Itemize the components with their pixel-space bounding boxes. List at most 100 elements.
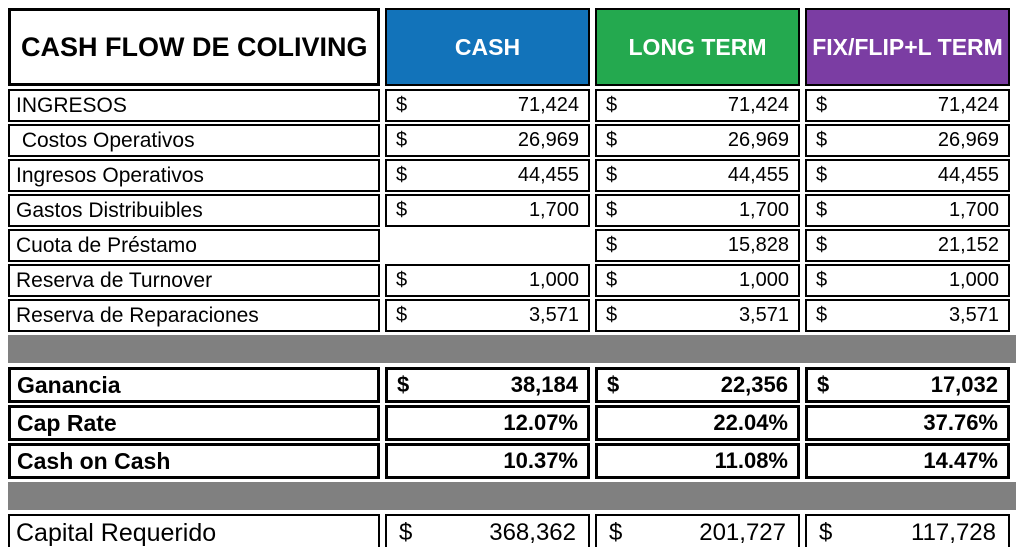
table-row: Ganancia $38,184 $22,356 $17,032 bbox=[8, 367, 1016, 403]
value-cell-empty bbox=[385, 229, 590, 262]
currency-symbol: $ bbox=[396, 164, 408, 186]
currency-symbol: $ bbox=[606, 129, 618, 151]
value-cell: 12.07% bbox=[385, 405, 590, 441]
cell-value: 26,969 bbox=[727, 129, 789, 151]
cell-value: 44,455 bbox=[727, 164, 789, 186]
cell-value: 201,727 bbox=[699, 519, 786, 546]
cell-value: 26,969 bbox=[937, 129, 999, 151]
table-row: INGRESOS $71,424 $71,424 $71,424 bbox=[8, 89, 1016, 122]
row-label: INGRESOS bbox=[8, 89, 380, 122]
value-cell: $44,455 bbox=[595, 159, 800, 192]
value-cell: $368,362 bbox=[385, 514, 590, 547]
currency-symbol: $ bbox=[816, 269, 828, 291]
cell-value: 1,700 bbox=[948, 199, 999, 221]
row-label: Ganancia bbox=[8, 367, 380, 403]
currency-symbol: $ bbox=[396, 304, 408, 326]
cell-value: 15,828 bbox=[727, 234, 789, 256]
value-cell: $1,000 bbox=[805, 264, 1010, 297]
row-label: Reserva de Reparaciones bbox=[8, 299, 380, 332]
currency-symbol: $ bbox=[816, 234, 828, 256]
cell-value: 37.76% bbox=[923, 410, 998, 435]
table-row: Costos Operativos $26,969 $26,969 $26,96… bbox=[8, 124, 1016, 157]
row-label: Ingresos Operativos bbox=[8, 159, 380, 192]
value-cell: $1,000 bbox=[385, 264, 590, 297]
cell-value: 3,571 bbox=[738, 304, 789, 326]
currency-symbol: $ bbox=[606, 164, 618, 186]
currency-symbol: $ bbox=[816, 94, 828, 116]
currency-symbol: $ bbox=[396, 269, 408, 291]
currency-symbol: $ bbox=[396, 129, 408, 151]
value-cell: $1,700 bbox=[595, 194, 800, 227]
currency-symbol: $ bbox=[396, 199, 408, 221]
row-label: Gastos Distribuibles bbox=[8, 194, 380, 227]
currency-symbol: $ bbox=[396, 94, 408, 116]
value-cell: $17,032 bbox=[805, 367, 1010, 403]
currency-symbol: $ bbox=[606, 304, 618, 326]
value-cell: $201,727 bbox=[595, 514, 800, 547]
value-cell: $1,000 bbox=[595, 264, 800, 297]
value-cell: $22,356 bbox=[595, 367, 800, 403]
separator-band bbox=[8, 482, 1016, 510]
cell-value: 368,362 bbox=[489, 519, 576, 546]
currency-symbol: $ bbox=[397, 372, 410, 397]
column-header-long-term: LONG TERM bbox=[595, 8, 800, 86]
cell-value: 1,000 bbox=[948, 269, 999, 291]
row-label: Cuota de Préstamo bbox=[8, 229, 380, 262]
cell-value: 11.08% bbox=[714, 448, 788, 473]
table-row: Cash on Cash 10.37% 11.08% 14.47% bbox=[8, 443, 1016, 479]
value-cell: 37.76% bbox=[805, 405, 1010, 441]
cell-value: 14.47% bbox=[923, 448, 998, 473]
currency-symbol: $ bbox=[606, 269, 618, 291]
table-row: Ingresos Operativos $44,455 $44,455 $44,… bbox=[8, 159, 1016, 192]
cell-value: 1,000 bbox=[528, 269, 579, 291]
cell-value: 44,455 bbox=[517, 164, 579, 186]
cell-value: 17,032 bbox=[930, 372, 998, 397]
table-row: Capital Requerido $368,362 $201,727 $117… bbox=[8, 514, 1016, 547]
cell-value: 117,728 bbox=[911, 519, 996, 546]
value-cell: $3,571 bbox=[385, 299, 590, 332]
value-cell: $26,969 bbox=[595, 124, 800, 157]
value-cell: 10.37% bbox=[385, 443, 590, 479]
row-label: Cash on Cash bbox=[8, 443, 380, 479]
value-cell: 14.47% bbox=[805, 443, 1010, 479]
cell-value: 10.37% bbox=[503, 448, 578, 473]
cell-value: 1,700 bbox=[738, 199, 789, 221]
value-cell: $1,700 bbox=[805, 194, 1010, 227]
row-label: Costos Operativos bbox=[8, 124, 380, 157]
currency-symbol: $ bbox=[606, 94, 618, 116]
currency-symbol: $ bbox=[817, 372, 830, 397]
value-cell: $44,455 bbox=[805, 159, 1010, 192]
currency-symbol: $ bbox=[606, 199, 618, 221]
header-row: CASH FLOW DE COLIVING CASH LONG TERM FIX… bbox=[8, 8, 1016, 86]
value-cell: $38,184 bbox=[385, 367, 590, 403]
currency-symbol: $ bbox=[816, 199, 828, 221]
table-row: Reserva de Turnover $1,000 $1,000 $1,000 bbox=[8, 264, 1016, 297]
row-label: Cap Rate bbox=[8, 405, 380, 441]
cell-value: 71,424 bbox=[937, 94, 999, 116]
cell-value: 3,571 bbox=[528, 304, 579, 326]
currency-symbol: $ bbox=[819, 519, 833, 546]
table-row: Reserva de Reparaciones $3,571 $3,571 $3… bbox=[8, 299, 1016, 332]
cell-value: 22.04% bbox=[713, 410, 788, 435]
cell-value: 1,000 bbox=[738, 269, 789, 291]
cell-value: 26,969 bbox=[517, 129, 579, 151]
value-cell: $15,828 bbox=[595, 229, 800, 262]
value-cell: $71,424 bbox=[595, 89, 800, 122]
row-label: Reserva de Turnover bbox=[8, 264, 380, 297]
row-label: Capital Requerido bbox=[8, 514, 380, 547]
currency-symbol: $ bbox=[607, 372, 620, 397]
cell-value: 12.07% bbox=[503, 410, 578, 435]
separator-band bbox=[8, 335, 1016, 363]
currency-symbol: $ bbox=[816, 164, 828, 186]
currency-symbol: $ bbox=[606, 234, 618, 256]
value-cell: $26,969 bbox=[385, 124, 590, 157]
cell-value: 3,571 bbox=[948, 304, 999, 326]
table-row: Cuota de Préstamo $15,828 $21,152 bbox=[8, 229, 1016, 262]
value-cell: $71,424 bbox=[385, 89, 590, 122]
value-cell: $117,728 bbox=[805, 514, 1010, 547]
currency-symbol: $ bbox=[609, 519, 623, 546]
cell-value: 21,152 bbox=[937, 234, 999, 256]
cell-value: 38,184 bbox=[510, 372, 578, 397]
cell-value: 1,700 bbox=[528, 199, 579, 221]
